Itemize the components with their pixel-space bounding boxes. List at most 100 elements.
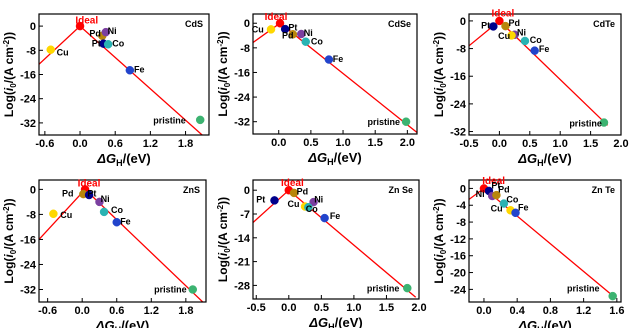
panel-zns-x-axis-title: ΔGH/(eV): [95, 318, 150, 328]
panel-zn-te-title: Zn Te: [592, 185, 615, 195]
panel-cdte-xtick-label: 0.0: [492, 138, 507, 150]
panel-cdse-label-ideal: Ideal: [265, 12, 288, 23]
panel-zn-se-ytick-label: -14: [234, 233, 251, 245]
panel-cdte-point-fe: [530, 46, 539, 55]
panel-cds-ytick-label: -24: [20, 94, 37, 106]
panel-zn-se-point-fe: [320, 213, 329, 223]
panel-zn-te-label-cu: Cu: [491, 204, 503, 214]
panel-cdse: 0.0 0.5 1.0 1.5 2.0 0 -8 -16 -24 -32 ΔGH/(eV) Log(i…: [216, 12, 418, 167]
panel-cdse-ytick-label: 0: [244, 18, 250, 30]
panel-zn-se-point-pd: [289, 188, 299, 198]
panel-cdse-label-pristine: pristine: [367, 117, 400, 127]
panel-zn-te-point-pd: [492, 190, 501, 200]
panel-cdte-ytick-label: -32: [450, 127, 466, 139]
panel-cdte-title: CdTe: [593, 19, 615, 29]
panel-zns-ytick-label: -32: [20, 284, 36, 296]
panel-cds-label-pt: Pt: [92, 38, 101, 48]
panel-zns-ytick-label: 0: [30, 184, 36, 196]
panel-cdse-label-pd: Pd: [282, 31, 294, 41]
panel-zn-se-y-axis-title: Log(i0/(A cm-2)): [216, 197, 232, 282]
panel-zn-te-label-pt: Pt: [491, 180, 500, 190]
panel-cdte-xtick-label: 2.0: [613, 138, 628, 150]
panel-cdse-ytick-label: -16: [234, 67, 250, 79]
panel-zns-label-co: Co: [111, 205, 123, 215]
panel-cdte-label-pd: Pd: [509, 18, 521, 28]
panel-cdse-point-ni: [296, 29, 306, 39]
panel-zn-se-label-ni: Ni: [314, 194, 323, 204]
panel-zn-te-label-pd: Pd: [498, 185, 510, 195]
panel-cds-ytick-label: -8: [26, 45, 36, 57]
panel-zns-label-ni: Ni: [101, 194, 110, 204]
panel-zns-ytick-label: -24: [20, 259, 37, 271]
panel-cdte-ytick-label: -16: [450, 71, 466, 83]
panel-zn-se-point-co: [304, 202, 313, 212]
panel-cds-label-ideal: Ideal: [75, 16, 98, 27]
panel-zn-se-xtick-label: 0.5: [314, 302, 329, 314]
panel-cdse-point-cu: [266, 25, 276, 34]
panel-zns-label-pd: Pd: [62, 188, 74, 198]
panel-zn-se-x-axis-title: ΔGH/(eV): [308, 315, 363, 328]
panel-zns-label-pt: Pt: [87, 188, 96, 198]
panel-cds-ytick-label: 0: [30, 21, 36, 33]
panel-cds-xtick-label: 1.8: [178, 138, 193, 150]
panel-cdte-point-cu: [507, 31, 516, 40]
panel-cds-point-fe: [125, 66, 135, 75]
panel-cds-xtick-label: -0.6: [35, 138, 54, 150]
panel-zn-se-title: Zn Se: [388, 185, 413, 195]
panel-cdte-ytick-label: -24: [450, 99, 467, 111]
panel-zn-te-ytick-label: -16: [450, 251, 466, 263]
panel-cdte-ytick-label: 0: [460, 16, 466, 28]
panel-zns-xtick-label: 1.8: [178, 305, 193, 317]
panel-cdse-point-ideal: [275, 18, 285, 28]
panel-cds-xtick-label: 0.0: [72, 138, 87, 150]
panel-zn-te-ytick-label: -12: [450, 234, 466, 246]
panel-cdte-point-pt: [489, 22, 498, 31]
panel-zn-se-label-pt: Pt: [256, 194, 265, 204]
panel-cds-label-co: Co: [112, 39, 124, 49]
panel-cdte-point-ideal: [495, 16, 504, 26]
panel-zn-se-label-cu: Cu: [288, 199, 300, 209]
panel-zns-point-pristine: [188, 285, 198, 294]
panel-zn-se-ytick-label: -28: [234, 280, 250, 292]
panel-cds: -0.6 0.0 0.6 1.2 1.8 0 -8 -16 -24 -32 ΔGH/(eV) Log(…: [2, 13, 210, 168]
panel-cds-title: CdS: [185, 19, 203, 29]
panel-cds-point-ni: [101, 27, 111, 37]
panel-zn-te-xtick-label: 1.2: [576, 305, 591, 317]
panel-zn-te-frame: [468, 179, 622, 303]
panel-zn-te-xtick-label: 1.6: [609, 305, 624, 317]
panel-zn-te-xtick-label: 0.4: [510, 305, 526, 317]
panel-zn-se-point-pristine: [403, 283, 412, 293]
panel-zns-xtick-label: 0.0: [75, 305, 90, 317]
panel-zns-point-pt: [84, 190, 94, 200]
panel-cdse-label-co: Co: [311, 36, 323, 46]
panel-zn-te-ytick-label: -20: [450, 268, 466, 280]
panel-zn-se-xtick-label: 0.0: [281, 302, 296, 314]
panel-cds-point-pristine: [195, 115, 205, 125]
panel-zn-te-ytick-label: -4: [456, 200, 467, 212]
panel-cdse-xtick-label: 2.0: [400, 137, 415, 149]
panel-zn-se-volcano-line: [253, 189, 417, 298]
panel-zn-te-ytick-label: 0: [460, 183, 466, 195]
panel-cdse-point-co: [301, 37, 310, 46]
panel-zns-point-co: [99, 207, 109, 217]
panel-cdte-xtick-label: 0.5: [522, 138, 537, 150]
panel-zns-y-axis-title: Log(i0/(A cm-2)): [2, 198, 18, 283]
panel-cds-point-ideal: [75, 21, 85, 31]
panel-zn-se-frame: [252, 179, 420, 300]
panel-zns-label-pristine: pristine: [154, 285, 187, 295]
panel-cdte-x-axis-title: ΔGH/(eV): [517, 151, 572, 168]
panel-zn-te-xtick-label: 0.0: [476, 305, 491, 317]
panel-cdte-label-pt: Pt: [481, 21, 490, 31]
panel-zn-se-label-pd: Pd: [297, 187, 309, 197]
panel-cdse-point-pristine: [401, 117, 411, 126]
panel-zn-se-ytick-label: -21: [234, 257, 250, 269]
panel-cdse-ytick-label: -24: [234, 92, 251, 104]
panel-zns-xtick-label: -0.6: [38, 305, 57, 317]
panel-cdte-xtick-label: 1.5: [583, 138, 598, 150]
panel-zn-se-xtick-label: -0.5: [247, 302, 266, 314]
panel-cdte-y-axis-title: Log(i0/(A cm-2)): [432, 32, 448, 117]
panel-zn-se-label-ideal: Ideal: [281, 178, 304, 189]
panel-zn-se-label-pristine: pristine: [367, 284, 400, 294]
panel-zn-te-label-fe: Fe: [518, 203, 529, 213]
panel-cdse-label-fe: Fe: [333, 54, 344, 64]
